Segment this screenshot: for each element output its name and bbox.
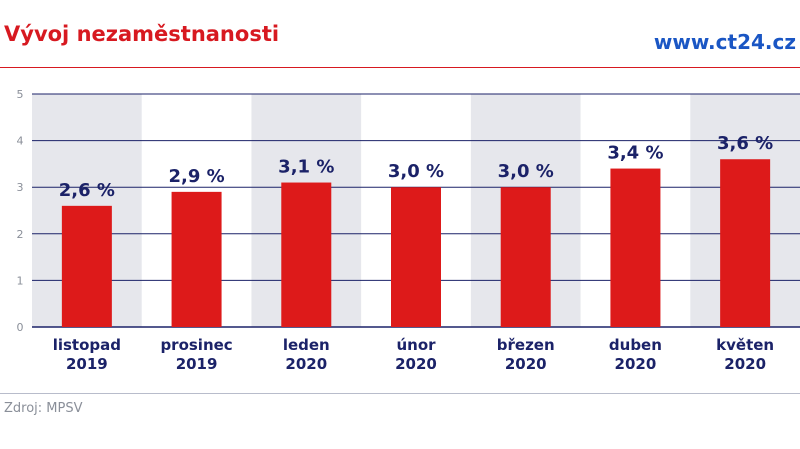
- x-tick-label-month: únor: [396, 336, 436, 354]
- x-tick-label-month: listopad: [53, 336, 121, 354]
- y-tick-label: 5: [17, 88, 24, 101]
- data-label: 3,6 %: [717, 133, 773, 154]
- bar: [61, 205, 112, 327]
- x-tick-label-month: březen: [497, 336, 555, 354]
- x-tick-label-year: 2020: [615, 355, 657, 373]
- x-tick-label-year: 2019: [66, 355, 108, 373]
- x-tick-label-year: 2020: [285, 355, 327, 373]
- x-tick-label-month: květen: [716, 336, 774, 354]
- data-label: 2,6 %: [59, 180, 115, 201]
- y-tick-label: 1: [17, 274, 24, 287]
- y-tick-label: 0: [17, 321, 24, 334]
- header-divider: [0, 67, 800, 68]
- data-label: 3,0 %: [388, 161, 444, 182]
- bar: [610, 168, 661, 327]
- x-tick-label-month: duben: [609, 336, 662, 354]
- y-tick-label: 3: [17, 181, 24, 194]
- data-label: 3,0 %: [498, 161, 554, 182]
- y-tick-label: 2: [17, 228, 24, 241]
- site-url: www.ct24.cz: [653, 30, 796, 54]
- x-tick-label-year: 2019: [176, 355, 218, 373]
- x-tick-label-month: leden: [283, 336, 330, 354]
- bar: [171, 191, 222, 327]
- chart-title: Vývoj nezaměstnanosti: [4, 22, 280, 46]
- bar: [281, 182, 332, 327]
- footer-divider: [0, 393, 800, 394]
- x-tick-label-year: 2020: [724, 355, 766, 373]
- x-tick-label-year: 2020: [395, 355, 437, 373]
- data-label: 3,4 %: [607, 143, 663, 164]
- bar: [391, 187, 441, 327]
- bar: [720, 159, 771, 327]
- source-note: Zdroj: MPSV: [4, 401, 83, 416]
- data-label: 3,1 %: [278, 157, 334, 178]
- x-tick-label-year: 2020: [505, 355, 547, 373]
- data-label: 2,9 %: [168, 166, 224, 187]
- x-tick-label-month: prosinec: [160, 336, 232, 354]
- bar: [500, 187, 551, 327]
- y-tick-label: 4: [17, 135, 24, 148]
